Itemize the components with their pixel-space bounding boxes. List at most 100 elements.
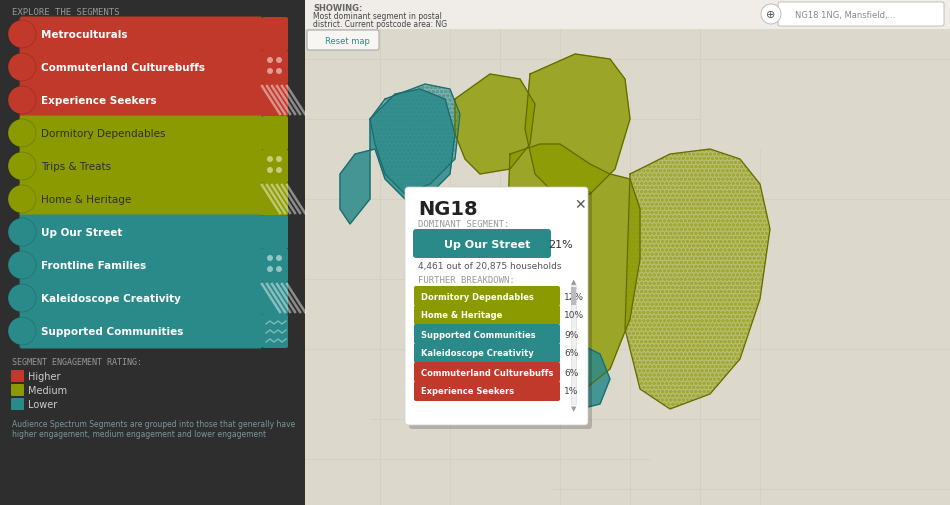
FancyBboxPatch shape — [20, 116, 262, 151]
Polygon shape — [625, 149, 770, 409]
Text: ▼: ▼ — [571, 405, 577, 411]
Text: SHOWING:: SHOWING: — [313, 4, 362, 13]
FancyBboxPatch shape — [20, 314, 262, 349]
Circle shape — [276, 267, 282, 273]
FancyBboxPatch shape — [20, 18, 262, 53]
Text: EXPLORE THE SEGMENTS: EXPLORE THE SEGMENTS — [12, 8, 120, 17]
Polygon shape — [560, 344, 610, 409]
FancyBboxPatch shape — [262, 183, 288, 217]
Text: ✕: ✕ — [574, 197, 586, 212]
FancyBboxPatch shape — [20, 50, 262, 85]
FancyBboxPatch shape — [778, 3, 944, 27]
Circle shape — [276, 157, 282, 163]
Text: Dormitory Dependables: Dormitory Dependables — [41, 129, 165, 139]
Circle shape — [267, 58, 273, 64]
Circle shape — [8, 87, 36, 115]
FancyBboxPatch shape — [11, 370, 24, 382]
Bar — [0, 0, 305, 505]
FancyBboxPatch shape — [262, 51, 288, 85]
Polygon shape — [340, 90, 455, 225]
Text: FURTHER BREAKDOWN:: FURTHER BREAKDOWN: — [418, 275, 515, 284]
Polygon shape — [370, 85, 460, 194]
FancyBboxPatch shape — [20, 248, 262, 283]
FancyBboxPatch shape — [20, 281, 262, 316]
Text: Reset map: Reset map — [325, 36, 370, 45]
FancyBboxPatch shape — [414, 324, 560, 344]
FancyBboxPatch shape — [262, 84, 288, 118]
Text: Medium: Medium — [28, 385, 67, 395]
FancyBboxPatch shape — [262, 281, 288, 316]
FancyBboxPatch shape — [414, 381, 560, 401]
Circle shape — [267, 157, 273, 163]
FancyBboxPatch shape — [20, 182, 262, 217]
Text: Experience Seekers: Experience Seekers — [41, 96, 157, 106]
Circle shape — [8, 219, 36, 246]
Text: Commuterland Culturebuffs: Commuterland Culturebuffs — [421, 368, 553, 377]
Polygon shape — [505, 145, 640, 389]
FancyBboxPatch shape — [414, 362, 560, 382]
FancyBboxPatch shape — [20, 215, 262, 250]
Text: ⊕: ⊕ — [767, 10, 776, 20]
Circle shape — [761, 5, 781, 25]
Text: Dormitory Dependables: Dormitory Dependables — [421, 292, 534, 301]
Text: NG18 1NG, Mansfield,...: NG18 1NG, Mansfield,... — [795, 11, 896, 20]
FancyBboxPatch shape — [262, 216, 288, 249]
Polygon shape — [525, 55, 630, 199]
Text: 12%: 12% — [564, 292, 584, 301]
FancyBboxPatch shape — [11, 398, 24, 410]
Text: 4,461 out of 20,875 households: 4,461 out of 20,875 households — [418, 262, 561, 271]
FancyBboxPatch shape — [262, 18, 288, 52]
Text: Up Our Street: Up Our Street — [444, 239, 530, 249]
FancyBboxPatch shape — [262, 149, 288, 184]
Text: Frontline Families: Frontline Families — [41, 261, 146, 271]
FancyBboxPatch shape — [405, 188, 588, 425]
Text: 21%: 21% — [548, 239, 573, 249]
FancyBboxPatch shape — [262, 248, 288, 282]
Text: Supported Communities: Supported Communities — [421, 330, 536, 339]
Bar — [571, 285, 576, 404]
Text: Trips & Treats: Trips & Treats — [41, 162, 111, 172]
Text: SEGMENT ENGAGEMENT RATING:: SEGMENT ENGAGEMENT RATING: — [12, 358, 142, 366]
Text: 1%: 1% — [564, 387, 579, 396]
FancyBboxPatch shape — [20, 83, 262, 118]
FancyBboxPatch shape — [409, 191, 592, 429]
Circle shape — [8, 317, 36, 345]
Text: Higher: Higher — [28, 371, 61, 381]
FancyBboxPatch shape — [414, 343, 560, 363]
FancyBboxPatch shape — [307, 31, 379, 51]
Text: NG18: NG18 — [418, 199, 478, 219]
Text: Most dominant segment in postal: Most dominant segment in postal — [313, 12, 442, 21]
Circle shape — [276, 58, 282, 64]
Circle shape — [276, 168, 282, 174]
Circle shape — [8, 120, 36, 147]
Circle shape — [8, 54, 36, 82]
Circle shape — [276, 256, 282, 262]
Text: Kaleidoscope Creativity: Kaleidoscope Creativity — [421, 349, 534, 358]
Circle shape — [8, 186, 36, 214]
Text: Commuterland Culturebuffs: Commuterland Culturebuffs — [41, 63, 205, 73]
Circle shape — [8, 284, 36, 313]
Text: Home & Heritage: Home & Heritage — [421, 311, 503, 320]
Text: 10%: 10% — [564, 311, 584, 320]
Circle shape — [267, 168, 273, 174]
Circle shape — [8, 153, 36, 181]
FancyBboxPatch shape — [262, 315, 288, 348]
Text: Home & Heritage: Home & Heritage — [41, 194, 131, 205]
Circle shape — [267, 267, 273, 273]
Text: 6%: 6% — [564, 368, 579, 377]
Text: DOMINANT SEGMENT:: DOMINANT SEGMENT: — [418, 220, 509, 229]
Text: Kaleidoscope Creativity: Kaleidoscope Creativity — [41, 293, 180, 304]
FancyBboxPatch shape — [414, 286, 560, 307]
Text: ▲: ▲ — [571, 278, 577, 284]
Bar — [571, 287, 576, 306]
Text: district. Current postcode area: NG: district. Current postcode area: NG — [313, 20, 447, 29]
Circle shape — [267, 256, 273, 262]
Text: higher engagement, medium engagement and lower engagement: higher engagement, medium engagement and… — [12, 429, 266, 438]
FancyBboxPatch shape — [20, 149, 262, 184]
Text: Lower: Lower — [28, 399, 57, 409]
Circle shape — [8, 251, 36, 279]
Bar — [305, 0, 950, 505]
FancyBboxPatch shape — [413, 230, 551, 259]
FancyBboxPatch shape — [11, 384, 24, 396]
Circle shape — [267, 69, 273, 75]
